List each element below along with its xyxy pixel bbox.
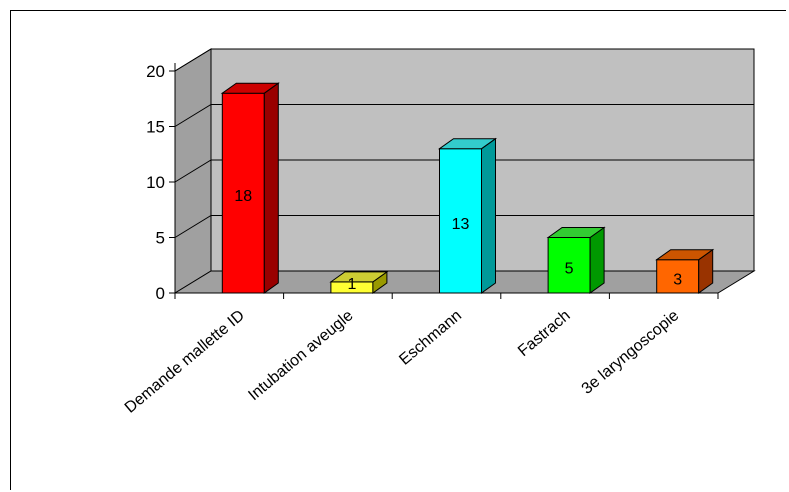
bar-front — [547, 237, 591, 294]
bar-side — [481, 137, 496, 294]
gridline — [174, 159, 754, 183]
bar-front — [221, 92, 265, 294]
gridline — [174, 215, 754, 238]
x-category-label: Eschmann — [396, 307, 465, 369]
bar-top — [437, 138, 498, 150]
y-tick-label: 0 — [156, 284, 165, 303]
y-tick-label: 10 — [146, 173, 165, 192]
y-tick-label: 15 — [146, 118, 165, 137]
bar: 1 — [329, 270, 389, 294]
x-category-label: Intubation aveugle — [245, 307, 356, 404]
bar-data-label: 18 — [234, 188, 252, 205]
x-category-label: Demande mallette ID — [122, 307, 248, 417]
bar-data-label: 5 — [565, 260, 574, 277]
y-tick-label: 20 — [146, 62, 165, 81]
bar-side — [589, 226, 605, 294]
bar-top — [546, 227, 606, 238]
x-category-label: Fastrach — [515, 307, 574, 360]
bar: 5 — [546, 226, 606, 294]
chart-bars: 18 1 13 5 3 — [220, 82, 715, 294]
x-category-label: 3e laryngoscopie — [579, 307, 683, 398]
bar-top — [220, 82, 280, 94]
chart-frame — [10, 10, 786, 490]
bar-front — [439, 148, 482, 294]
chart-gridlines — [174, 48, 754, 238]
bar-data-label: 13 — [452, 216, 470, 233]
bar-data-label: 1 — [347, 276, 356, 293]
bar: 18 — [220, 82, 280, 294]
gridline — [174, 104, 754, 127]
bar-top — [329, 271, 389, 283]
bar-front — [656, 259, 700, 294]
bar: 3 — [655, 248, 715, 294]
bar-top — [655, 249, 715, 261]
bar-side — [263, 82, 279, 294]
y-tick-label: 5 — [156, 229, 165, 248]
bar: 13 — [437, 137, 498, 294]
y-axis-ticks: 0 5 10 15 20 — [146, 62, 175, 303]
bar-data-label: 3 — [673, 271, 682, 288]
gridline — [174, 48, 754, 72]
